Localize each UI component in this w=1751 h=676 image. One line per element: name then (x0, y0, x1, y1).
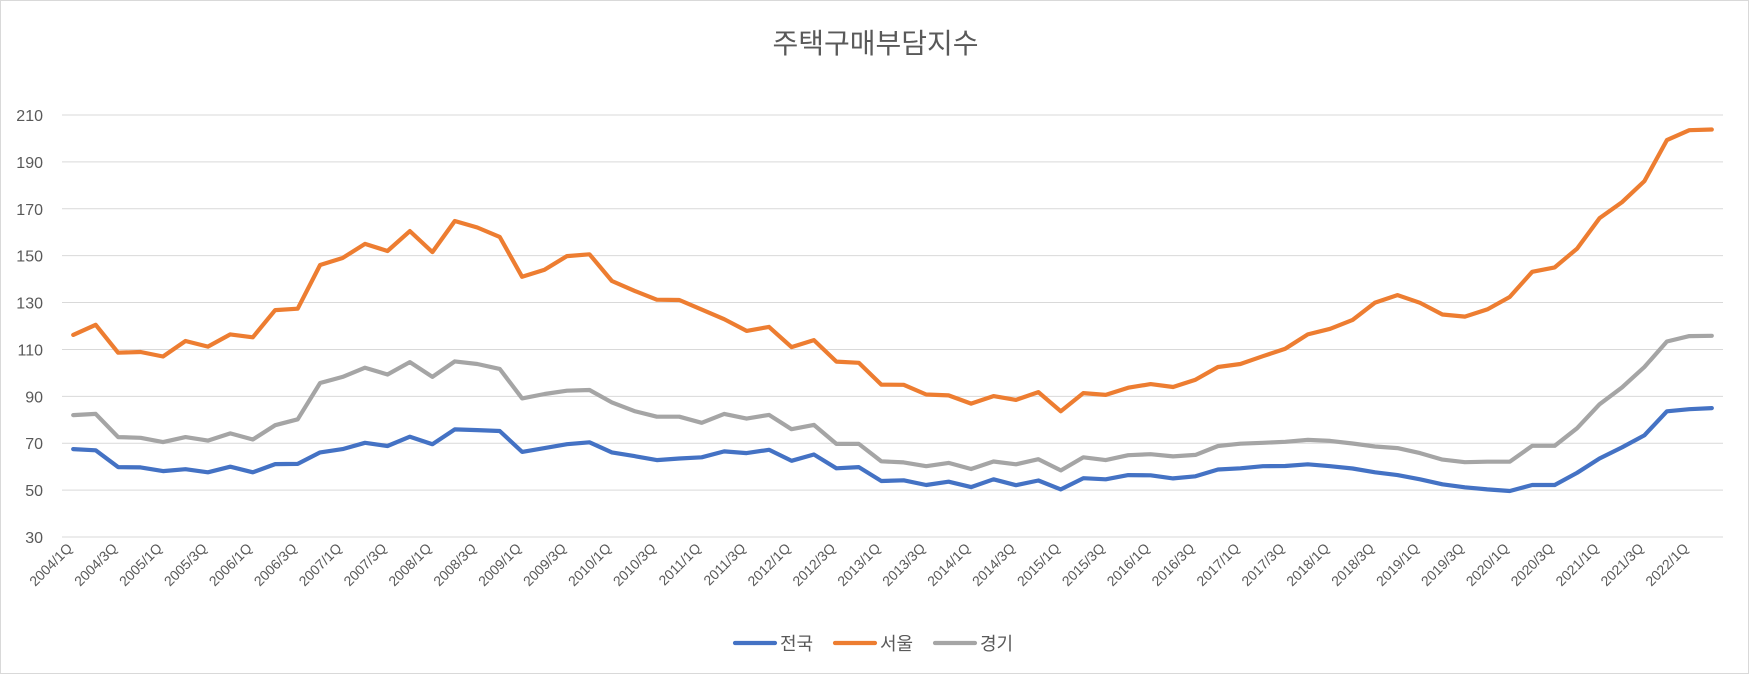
x-tick-label: 2017/1Q (1193, 540, 1242, 589)
x-tick-label: 2009/1Q (475, 540, 524, 589)
series-lines (71, 127, 1714, 494)
y-tick-label: 170 (16, 202, 43, 219)
x-tick-label: 2020/1Q (1463, 540, 1512, 589)
y-tick-label: 30 (25, 530, 43, 547)
x-tick-label: 2005/1Q (116, 540, 165, 589)
x-tick-label: 2010/3Q (610, 540, 659, 589)
x-tick-label: 2012/1Q (744, 540, 793, 589)
y-tick-label: 130 (16, 296, 43, 313)
legend-label-1: 서울 (880, 634, 913, 655)
x-tick-label: 2009/3Q (520, 540, 569, 589)
x-tick-label: 2004/1Q (26, 540, 75, 589)
x-tick-label: 2010/1Q (565, 540, 614, 589)
series-line-1 (71, 127, 1714, 414)
y-tick-label: 190 (16, 155, 43, 172)
x-tick-label: 2014/3Q (969, 540, 1018, 589)
x-tick-label: 2011/1Q (655, 540, 704, 589)
x-tick-label: 2013/3Q (879, 540, 928, 589)
legend-label-2: 경기 (980, 634, 1013, 655)
x-tick-label: 2019/1Q (1373, 540, 1422, 589)
x-tick-label: 2017/3Q (1238, 540, 1287, 589)
x-tick-label: 2004/3Q (71, 540, 120, 589)
x-tick-label: 2021/1Q (1552, 540, 1601, 589)
x-tick-label: 2015/1Q (1014, 540, 1063, 589)
x-tick-label: 2008/3Q (430, 540, 479, 589)
x-tick-label: 2011/3Q (700, 540, 749, 589)
x-tick-label: 2007/1Q (295, 540, 344, 589)
chart-title: 주택구매부담지수 (772, 27, 979, 60)
x-tick-label: 2014/1Q (924, 540, 973, 589)
x-tick-label: 2006/3Q (251, 540, 300, 589)
x-tick-label: 2016/1Q (1103, 540, 1152, 589)
x-tick-label: 2021/3Q (1597, 540, 1646, 589)
x-tick-label: 2019/3Q (1418, 540, 1467, 589)
x-tick-label: 2016/3Q (1148, 540, 1197, 589)
y-tick-label: 70 (25, 436, 43, 453)
y-tick-label: 90 (25, 389, 43, 406)
y-tick-label: 50 (25, 483, 43, 500)
x-tick-label: 2006/1Q (206, 540, 255, 589)
y-axis-ticks: 30 50 70 90 110 130 150 170 190 210 (16, 108, 43, 547)
legend: 전국 서울 경기 (732, 634, 1013, 655)
series-line-0 (71, 406, 1714, 494)
y-tick-label: 210 (16, 108, 43, 125)
y-tick-label: 110 (17, 342, 43, 359)
x-tick-label: 2008/1Q (385, 540, 434, 589)
x-tick-label: 2020/3Q (1507, 540, 1556, 589)
legend-label-0: 전국 (780, 634, 813, 655)
series-line-2 (71, 333, 1714, 473)
y-tick-label: 150 (16, 249, 43, 266)
x-tick-label: 2012/3Q (789, 540, 838, 589)
x-tick-label: 2015/3Q (1059, 540, 1108, 589)
x-tick-label: 2018/1Q (1283, 540, 1332, 589)
gridlines (62, 114, 1723, 538)
x-axis-ticks: 2004/1Q2004/3Q2005/1Q2005/3Q2006/1Q2006/… (26, 540, 1691, 589)
x-tick-label: 2018/3Q (1328, 540, 1377, 589)
x-tick-label: 2022/1Q (1642, 540, 1691, 589)
x-tick-label: 2013/1Q (834, 540, 883, 589)
x-tick-label: 2007/3Q (340, 540, 389, 589)
x-tick-label: 2005/3Q (161, 540, 210, 589)
